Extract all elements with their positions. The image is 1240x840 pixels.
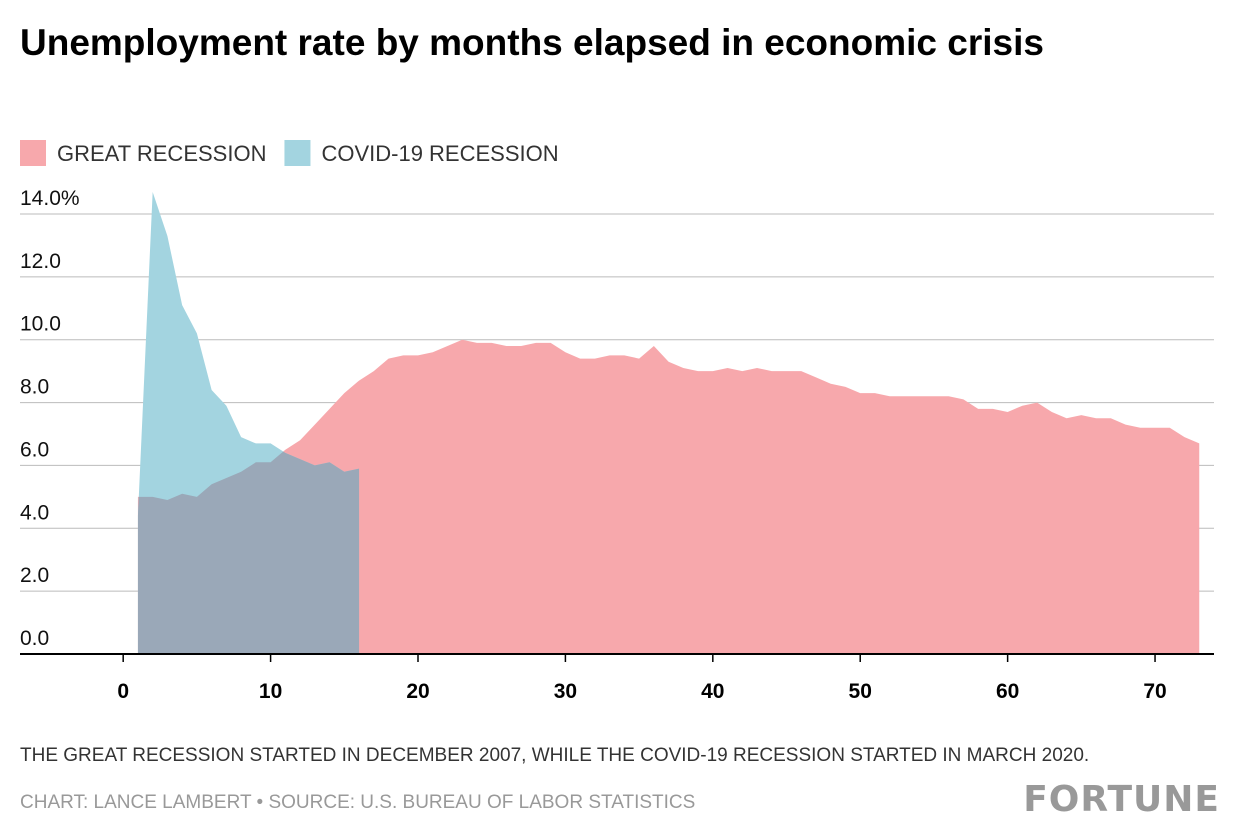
y-tick-label: 8.0 [20, 376, 49, 399]
y-tick-label: 10.0 [20, 313, 61, 336]
x-tick-label: 10 [259, 680, 282, 703]
y-tick-label: 12.0 [20, 250, 61, 273]
y-tick-label: 4.0 [20, 501, 49, 524]
y-tick-label: 14.0% [20, 187, 80, 210]
y-tick-label: 0.0 [20, 627, 49, 650]
area [137, 339, 1200, 654]
brand: FORTUNE [1023, 779, 1220, 820]
y-tick-label: 6.0 [20, 438, 49, 461]
x-tick-label: 20 [406, 680, 429, 703]
legend-label: GREAT RECESSION [57, 141, 266, 166]
x-tick-label: 0 [117, 680, 129, 703]
chart-title: Unemployment rate by months elapsed in e… [20, 22, 1044, 63]
x-tick-label: 30 [554, 680, 577, 703]
x-tick-label: 40 [701, 680, 724, 703]
x-tick-label: 50 [849, 680, 872, 703]
y-tick-label: 2.0 [20, 564, 49, 587]
x-tick-label: 60 [996, 680, 1019, 703]
legend-swatch [20, 140, 46, 166]
legend-swatch [284, 140, 311, 166]
source: CHART: LANCE LAMBERT • SOURCE: U.S. BURE… [20, 792, 695, 813]
note: THE GREAT RECESSION STARTED IN DECEMBER … [20, 745, 1089, 766]
title-line: Unemployment rate by months elapsed in e… [20, 22, 1044, 63]
legend-label: COVID-19 RECESSION [321, 141, 558, 166]
x-tick-label: 70 [1143, 680, 1166, 703]
